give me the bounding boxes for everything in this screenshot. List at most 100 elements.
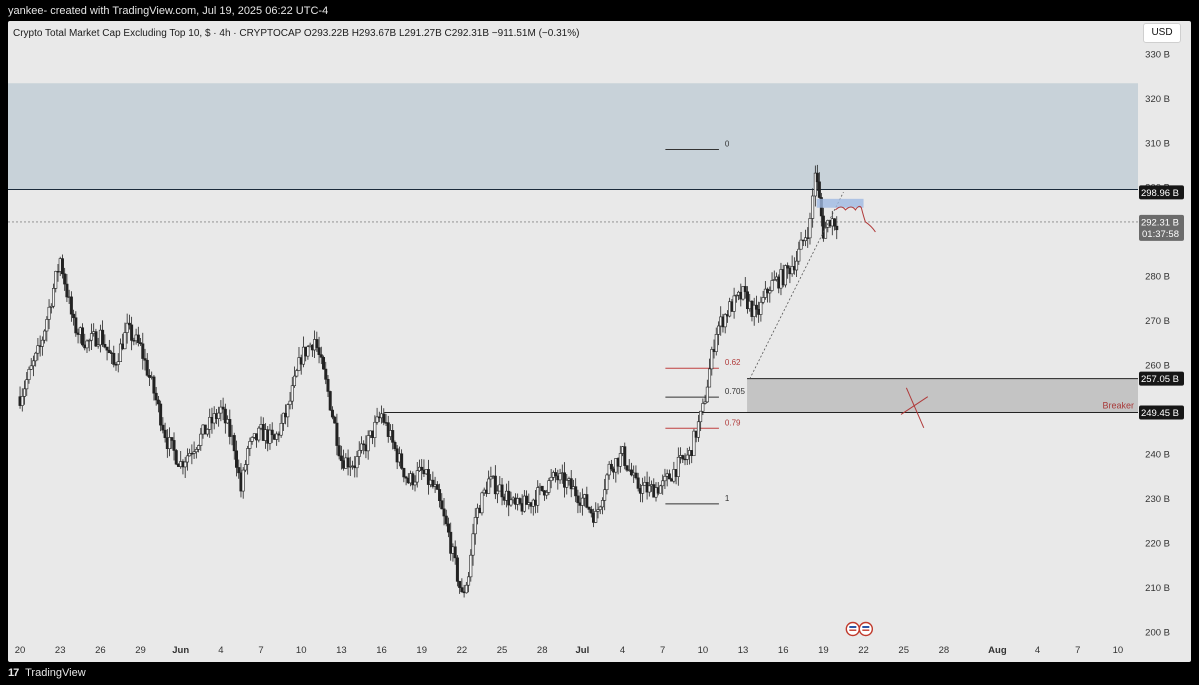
candle-body <box>322 357 326 370</box>
candle-body <box>324 368 328 380</box>
candle-body <box>705 386 709 403</box>
x-tick-label: 29 <box>135 645 146 656</box>
candle-body <box>558 473 562 481</box>
candle-body <box>96 344 100 347</box>
candle-body <box>458 581 462 588</box>
x-tick-label: 22 <box>858 645 869 656</box>
candle-body <box>770 280 774 291</box>
candle-body <box>574 486 578 497</box>
candle-body <box>81 327 85 346</box>
x-tick-label: Aug <box>988 645 1007 656</box>
candle-body <box>163 429 167 439</box>
candle-body <box>480 492 484 514</box>
candle-body <box>743 286 747 293</box>
attribution-text: yankee- created with TradingView.com, Ju… <box>8 5 329 17</box>
candle-body <box>174 450 178 465</box>
candle-body <box>268 429 272 444</box>
projection-path <box>835 205 876 233</box>
y-tick-label: 220 B <box>1145 538 1170 549</box>
candle-body <box>188 453 192 457</box>
candle-body <box>393 442 397 450</box>
candle-body <box>754 304 758 310</box>
candle-body <box>732 295 736 312</box>
candle-body <box>127 322 131 326</box>
candle-body <box>438 489 442 502</box>
candle-body <box>103 343 107 348</box>
candle-body <box>208 417 212 430</box>
x-tick-label: Jun <box>172 645 189 656</box>
candle-body <box>404 476 408 479</box>
candle-body <box>183 461 187 468</box>
candle-body <box>493 475 497 495</box>
candle-body <box>696 421 700 438</box>
current-price-label: 292.31 B <box>1141 217 1179 228</box>
candle-body <box>270 429 274 436</box>
x-tick-label: 25 <box>497 645 508 656</box>
candle-body <box>123 332 127 350</box>
candle-body <box>509 499 513 506</box>
x-tick-label: 4 <box>218 645 223 656</box>
attribution-bar: yankee- created with TradingView.com, Ju… <box>0 0 1199 22</box>
candle-body <box>806 237 810 239</box>
candle-body <box>275 433 279 440</box>
candle-body <box>286 404 290 418</box>
candle-body <box>223 408 227 424</box>
candle-body <box>330 409 334 418</box>
us-flag-event-icon <box>845 621 861 637</box>
candle-body <box>699 410 703 423</box>
candle-body <box>31 360 35 367</box>
candle-body <box>685 454 689 460</box>
x-tick-label: 28 <box>537 645 548 656</box>
candle-body <box>596 509 600 512</box>
candle-body <box>205 429 209 435</box>
candle-body <box>194 449 198 453</box>
candle-body <box>337 445 341 457</box>
brand-name[interactable]: TradingView <box>25 667 86 679</box>
candle-body <box>241 469 245 492</box>
candle-body <box>833 218 837 227</box>
candle-body <box>29 365 33 370</box>
candle-body <box>625 465 629 471</box>
invalidation-x-mark <box>900 396 929 415</box>
candle-body <box>554 472 558 477</box>
candle-body <box>107 349 111 354</box>
candle-body <box>156 399 160 405</box>
candle-body <box>306 346 310 357</box>
supply-zone <box>8 83 1138 190</box>
candle-body <box>835 225 839 231</box>
candle-body <box>170 437 174 441</box>
y-tick-label: 320 B <box>1145 94 1170 105</box>
y-tick-label: 310 B <box>1145 138 1170 149</box>
us-flag-event-icon <box>862 629 870 631</box>
candle-body <box>708 368 712 388</box>
candle-body <box>130 324 134 341</box>
candle-body <box>65 283 69 298</box>
y-tick-label: 280 B <box>1145 272 1170 283</box>
fib-label: 0.62 <box>725 358 741 367</box>
candle-body <box>710 349 714 370</box>
candle-body <box>658 485 662 494</box>
candle-body <box>496 490 500 495</box>
candle-body <box>435 484 439 490</box>
candle-body <box>629 469 633 476</box>
candle-body <box>449 531 453 554</box>
x-tick-label: 22 <box>457 645 468 656</box>
candle-body <box>469 554 473 578</box>
currency-button[interactable]: USD <box>1143 23 1181 43</box>
us-flag-event-icon <box>858 621 874 637</box>
x-tick-label: 23 <box>55 645 66 656</box>
candle-body <box>74 317 78 334</box>
candle-body <box>295 370 299 377</box>
candle-body <box>783 265 787 286</box>
candle-body <box>386 422 390 437</box>
candle-body <box>217 412 221 419</box>
invalidation-x-mark <box>905 387 925 429</box>
candle-body <box>745 291 749 310</box>
price-label-box <box>1139 185 1184 200</box>
candle-body <box>600 500 604 508</box>
footer-bar: 17 TradingView <box>0 662 1199 685</box>
candle-body <box>63 273 67 285</box>
x-tick-label: 13 <box>336 645 347 656</box>
